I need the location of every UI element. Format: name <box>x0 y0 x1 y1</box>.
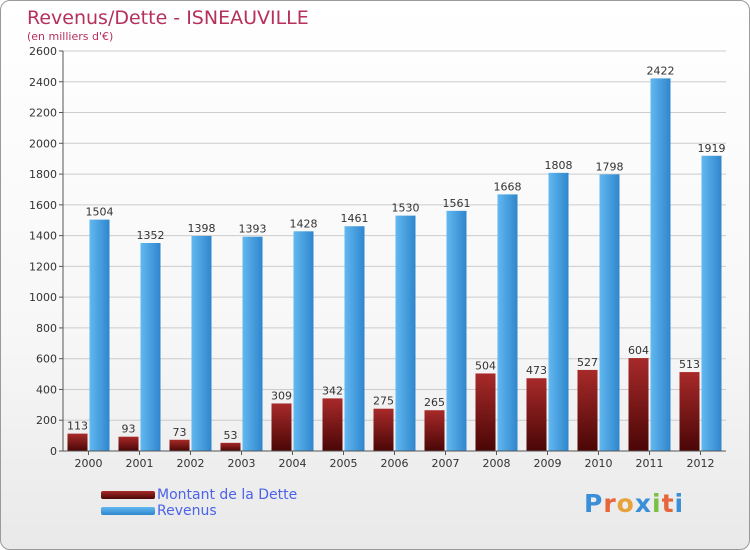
x-tick-label: 2006 <box>381 457 409 470</box>
bar-dette <box>577 369 598 451</box>
x-tick-label: 2000 <box>75 457 103 470</box>
data-label-dette: 527 <box>577 356 598 369</box>
chart-title: Revenus/Dette - ISNEAUVILLE <box>27 7 309 29</box>
bar-dette <box>679 372 700 451</box>
x-tick-label: 2010 <box>585 457 613 470</box>
y-tick-label: 1000 <box>29 291 57 304</box>
x-tick-label: 2002 <box>177 457 205 470</box>
bar-revenus <box>344 226 365 451</box>
data-label-revenus: 1398 <box>188 222 216 235</box>
data-label-dette: 473 <box>526 364 547 377</box>
bar-revenus <box>293 231 314 451</box>
y-tick-label: 0 <box>50 445 57 458</box>
data-label-revenus: 1561 <box>443 197 471 210</box>
logo-letter: x <box>634 489 652 518</box>
bar-revenus <box>701 155 722 451</box>
data-label-dette: 113 <box>67 420 88 433</box>
data-label-revenus: 1798 <box>596 160 624 173</box>
bar-revenus <box>140 243 161 451</box>
y-tick-label: 2400 <box>29 76 57 89</box>
data-label-dette: 342 <box>322 384 343 397</box>
bar-revenus <box>242 236 263 451</box>
logo-letter: i <box>674 489 685 518</box>
logo-letter: i <box>652 489 662 518</box>
bar-revenus <box>497 194 518 451</box>
legend-swatch-dette <box>101 491 155 499</box>
data-label-dette: 513 <box>679 358 700 371</box>
data-label-dette: 53 <box>224 429 238 442</box>
data-label-revenus: 1808 <box>545 159 573 172</box>
legend-item-revenus: Revenus <box>101 503 297 519</box>
data-label-revenus: 1530 <box>392 202 420 215</box>
data-label-dette: 265 <box>424 396 445 409</box>
legend-label-revenus: Revenus <box>157 503 217 519</box>
y-tick-label: 200 <box>36 414 57 427</box>
x-tick-label: 2008 <box>483 457 511 470</box>
y-tick-label: 2600 <box>29 45 57 58</box>
data-label-revenus: 1504 <box>86 206 114 219</box>
bar-dette <box>67 433 88 451</box>
bar-revenus <box>548 172 569 451</box>
legend-label-dette: Montant de la Dette <box>157 487 298 503</box>
data-label-dette: 309 <box>271 389 292 402</box>
data-label-dette: 73 <box>173 426 187 439</box>
bar-revenus <box>395 215 416 451</box>
proxiti-logo: Proxiti <box>584 489 684 518</box>
x-tick-label: 2001 <box>126 457 154 470</box>
logo-letter: P <box>584 489 604 518</box>
bar-dette <box>169 439 190 451</box>
x-tick-label: 2011 <box>636 457 664 470</box>
bar-dette <box>118 436 139 451</box>
bar-dette <box>526 378 547 451</box>
x-tick-label: 2012 <box>687 457 715 470</box>
data-label-revenus: 1393 <box>239 223 267 236</box>
y-tick-label: 1600 <box>29 199 57 212</box>
legend: Montant de la Dette Revenus <box>101 487 297 519</box>
bar-chart: 113 1504 93 1352 73 1398 53 1393 309 1428 342 1461 2… <box>29 45 726 470</box>
bar-revenus <box>599 174 620 451</box>
bar-revenus <box>89 219 110 451</box>
x-tick-label: 2007 <box>432 457 460 470</box>
data-label-revenus: 1428 <box>290 217 318 230</box>
bar-revenus <box>650 78 671 451</box>
logo-letter: t <box>661 489 675 518</box>
x-tick-label: 2004 <box>279 457 307 470</box>
data-label-revenus: 1919 <box>698 142 726 155</box>
y-tick-label: 2000 <box>29 137 57 150</box>
y-tick-label: 1400 <box>29 230 57 243</box>
data-label-dette: 275 <box>373 395 394 408</box>
bar-dette <box>271 403 292 451</box>
bar-dette <box>424 410 445 451</box>
data-label-dette: 604 <box>628 344 649 357</box>
data-label-dette: 93 <box>122 423 136 436</box>
bar-revenus <box>191 235 212 451</box>
x-tick-label: 2005 <box>330 457 358 470</box>
data-label-revenus: 2422 <box>647 64 675 77</box>
y-tick-label: 600 <box>36 353 57 366</box>
bar-dette <box>322 398 343 451</box>
y-tick-label: 400 <box>36 383 57 396</box>
bar-dette <box>220 442 241 451</box>
bar-revenus <box>446 210 467 451</box>
logo-letter: r <box>603 489 617 518</box>
y-tick-label: 800 <box>36 322 57 335</box>
y-tick-label: 2200 <box>29 107 57 120</box>
x-tick-label: 2003 <box>228 457 256 470</box>
data-label-revenus: 1668 <box>494 180 522 193</box>
bar-dette <box>475 373 496 451</box>
y-tick-label: 1800 <box>29 168 57 181</box>
bar-dette <box>373 408 394 451</box>
data-label-dette: 504 <box>475 359 496 372</box>
logo-letter: o <box>616 489 635 518</box>
legend-swatch-revenus <box>101 507 155 515</box>
legend-item-dette: Montant de la Dette <box>101 487 297 503</box>
y-tick-label: 1200 <box>29 260 57 273</box>
data-label-revenus: 1461 <box>341 212 369 225</box>
x-tick-label: 2009 <box>534 457 562 470</box>
bar-dette <box>628 358 649 451</box>
chart-unit-label: (en milliers d'€) <box>27 30 114 43</box>
data-label-revenus: 1352 <box>137 229 165 242</box>
